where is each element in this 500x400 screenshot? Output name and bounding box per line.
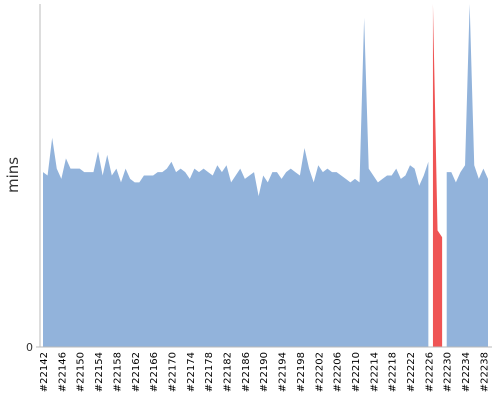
x-tick-label: #22210 <box>351 352 362 392</box>
x-tick-label: #22230 <box>443 352 454 392</box>
x-tick-label: #22214 <box>369 352 380 392</box>
x-tick-label: #22150 <box>76 352 87 392</box>
x-tick-label: #22162 <box>131 352 142 392</box>
x-tick-label: #22146 <box>57 352 68 392</box>
area <box>432 4 443 347</box>
x-tick-label: #22178 <box>204 352 215 392</box>
x-tick-label: #22166 <box>149 352 160 392</box>
x-tick-label: #22202 <box>314 352 325 392</box>
x-tick-label: #22170 <box>167 352 178 392</box>
x-tick-label: #22206 <box>333 352 344 392</box>
x-tick-label: #22226 <box>424 352 435 392</box>
x-tick-label: #22218 <box>388 352 399 392</box>
x-tick-label: #22222 <box>406 352 417 392</box>
x-tick-label: #22234 <box>461 352 472 392</box>
x-tick-label: #22158 <box>112 352 123 392</box>
x-tick-label: #22174 <box>186 352 197 392</box>
x-tick-label: #22238 <box>479 352 490 392</box>
x-tick-label: #22198 <box>296 352 307 392</box>
x-tick-label: #22190 <box>259 352 270 392</box>
x-tick-label: #22142 <box>39 352 50 392</box>
y-tick-label: 0 <box>26 341 33 354</box>
y-axis-label: mins <box>4 157 22 193</box>
area <box>43 4 488 347</box>
x-tick-label: #22194 <box>278 352 289 392</box>
x-tick-label: #22154 <box>94 352 105 392</box>
x-tick-label: #22182 <box>223 352 234 392</box>
x-tick-label: #22186 <box>241 352 252 392</box>
